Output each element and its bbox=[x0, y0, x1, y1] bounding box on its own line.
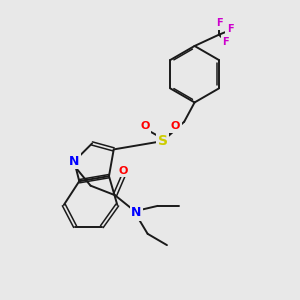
Text: S: S bbox=[158, 134, 168, 148]
Text: F: F bbox=[222, 37, 229, 47]
Text: O: O bbox=[171, 121, 180, 131]
Text: F: F bbox=[216, 18, 222, 28]
Text: N: N bbox=[69, 155, 80, 168]
Text: O: O bbox=[140, 121, 150, 131]
Text: F: F bbox=[227, 24, 234, 34]
Text: O: O bbox=[118, 166, 128, 176]
Text: N: N bbox=[131, 206, 142, 219]
